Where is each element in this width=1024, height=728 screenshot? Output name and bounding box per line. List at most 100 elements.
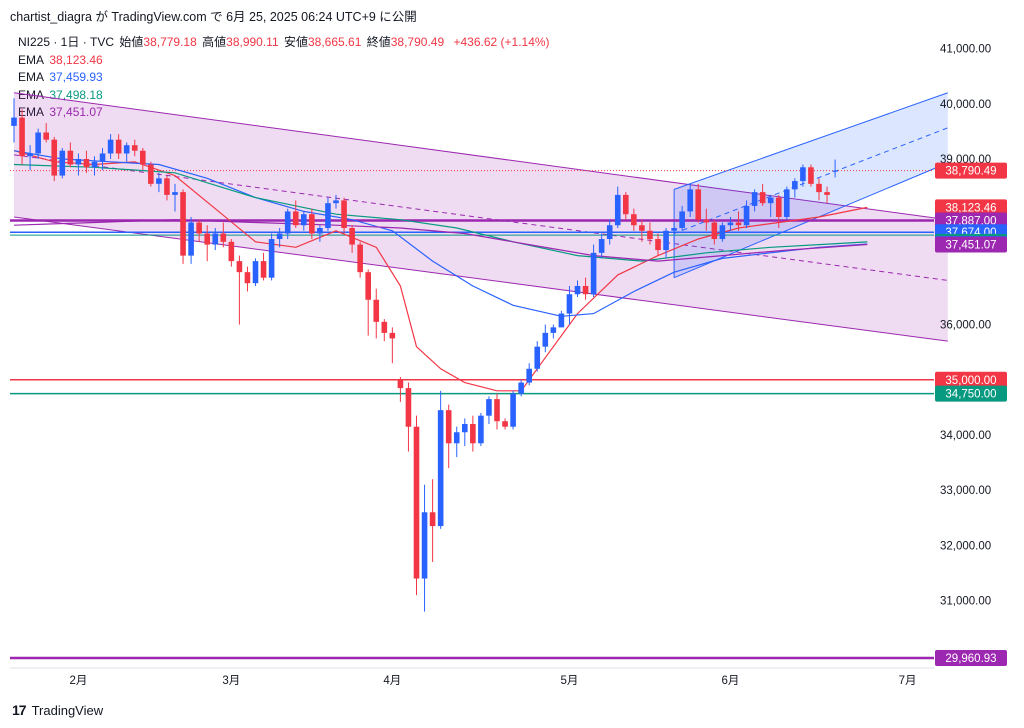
candle (83, 150, 90, 173)
high-value: 38,990.11 (226, 35, 279, 49)
candle-body (759, 192, 766, 204)
footer-brand[interactable]: TradingView (31, 702, 104, 718)
ema-row-3[interactable]: EMA 37,498.18 (18, 87, 550, 105)
ema-row-4[interactable]: EMA 37,451.07 (18, 104, 550, 122)
candle (196, 219, 202, 242)
descending-channel-upper (13, 92, 948, 221)
candle-body (518, 382, 524, 394)
candle-body (188, 222, 194, 256)
candle-body (115, 139, 122, 154)
candle-body (260, 261, 267, 278)
price-tag: 38,790.49 (935, 162, 1007, 179)
candle-body (148, 164, 154, 184)
candle-body (365, 272, 371, 300)
candle-body (478, 415, 484, 444)
candle-body (123, 145, 130, 154)
candle (606, 219, 613, 245)
candle (357, 241, 363, 278)
candle (735, 211, 742, 231)
candle-body (341, 200, 347, 228)
low-label: 安値 (283, 35, 308, 49)
candle (91, 156, 98, 176)
candle (590, 244, 597, 297)
y-tick-label: 33,000.00 (940, 485, 991, 497)
tradingview-logo-icon: 17 (12, 702, 27, 718)
candle (381, 319, 388, 342)
candle (115, 134, 122, 159)
candle (816, 178, 822, 201)
candle (172, 183, 178, 212)
candle-body (808, 167, 814, 184)
candle (67, 142, 74, 168)
candle-body (502, 421, 508, 427)
candle-body (252, 261, 259, 284)
candle-body (429, 512, 436, 527)
price-tag-label: 38,790.49 (945, 166, 996, 178)
candle-body (220, 233, 227, 242)
candle (75, 153, 82, 176)
high-label: 高値 (202, 35, 227, 49)
candle (832, 159, 838, 178)
candle-body (510, 393, 516, 427)
candle-body (711, 222, 718, 240)
candle-body (743, 205, 750, 226)
candle-body (775, 197, 782, 217)
candle-body (792, 181, 798, 190)
candle-body (590, 252, 597, 295)
candle (751, 189, 758, 212)
candle-body (228, 241, 235, 262)
x-tick-label: 3月 (222, 675, 240, 687)
ema-label: EMA (18, 87, 45, 102)
price-tag: 35,000.00 (935, 371, 1007, 388)
candle (759, 183, 766, 206)
candle-body (75, 159, 82, 165)
candle-body (284, 211, 291, 234)
candle-body (156, 178, 162, 184)
low-value: 38,665.61 (308, 35, 362, 49)
candle (228, 239, 235, 267)
candle (711, 219, 718, 245)
candle-body (614, 194, 621, 226)
price-tag-label: 34,750.00 (945, 389, 996, 401)
candle (743, 200, 750, 228)
candle-body (486, 399, 492, 416)
candle (655, 233, 661, 256)
candle-body (719, 225, 726, 240)
candle (534, 341, 541, 372)
symbol-label[interactable]: NI225 · 1日 · TVC (18, 35, 115, 49)
candle-body (107, 139, 114, 154)
candle (518, 379, 524, 397)
candle-body (800, 167, 806, 182)
ema-row-2[interactable]: EMA 37,459.93 (18, 69, 550, 87)
candle-body (196, 222, 202, 234)
candle (598, 233, 605, 259)
candles-layer (11, 98, 838, 612)
price-tag-bg (935, 162, 1007, 179)
ema-row-1[interactable]: EMA 38,123.46 (18, 52, 550, 70)
candle-body (99, 153, 106, 162)
candle (824, 186, 830, 204)
candle (188, 216, 194, 264)
candle (679, 205, 685, 231)
candle (11, 98, 17, 143)
candle (292, 200, 299, 228)
close-label: 終値 (366, 35, 391, 49)
candle-body (534, 346, 541, 369)
candle-body (767, 197, 774, 204)
candle (470, 415, 476, 452)
price-tag-bg (935, 236, 1007, 253)
candle (405, 382, 412, 452)
candle-body (180, 192, 186, 256)
candle-body (405, 388, 412, 427)
candle-body (679, 211, 685, 228)
candle (486, 396, 492, 424)
ema-label: EMA (18, 52, 45, 67)
candle-body (453, 432, 460, 444)
candle (180, 189, 186, 264)
candle-body (462, 423, 468, 433)
y-tick-label: 36,000.00 (940, 320, 991, 332)
candle (252, 258, 259, 286)
candle-body (832, 170, 838, 172)
candle (244, 266, 251, 292)
